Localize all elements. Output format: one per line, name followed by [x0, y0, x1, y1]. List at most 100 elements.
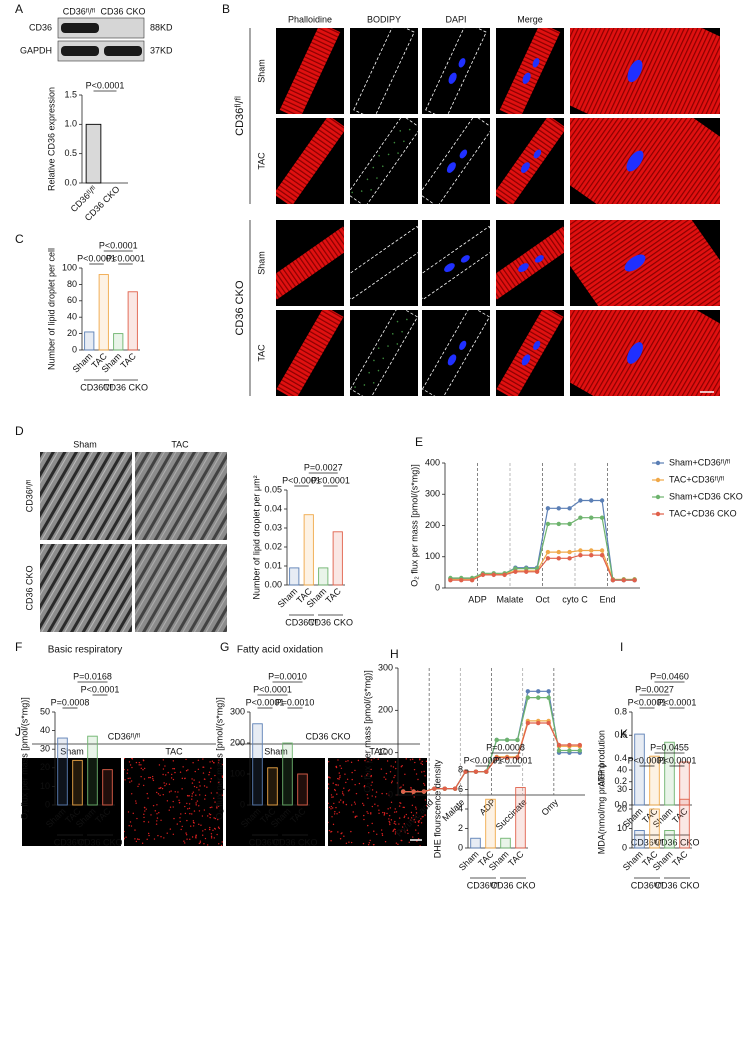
dhe-dot [330, 840, 332, 842]
bar [664, 741, 675, 806]
dhe-dot [345, 842, 348, 844]
dhe-dot [130, 793, 133, 795]
dhe-dot [191, 795, 193, 797]
dhe-dot [370, 775, 372, 778]
point [480, 572, 486, 578]
em-texture [135, 544, 227, 632]
y-tick-label: 0 [458, 842, 463, 852]
dhe-dot [179, 820, 181, 823]
dhe-dot [389, 822, 391, 824]
dhe-dot [194, 770, 196, 773]
dhe-dot [191, 798, 193, 800]
dhe-dot [328, 760, 330, 763]
dhe-dot [140, 767, 143, 769]
dhe-dot [138, 783, 140, 785]
point [504, 755, 510, 760]
dhe-dot [394, 774, 396, 777]
y-tick-label: 20 [617, 803, 627, 813]
y-tick-label: 400 [425, 457, 440, 467]
dhe-dot [198, 842, 201, 845]
dhe-dot [184, 842, 186, 844]
dhe-dot [124, 779, 126, 781]
dhe-dot [388, 818, 390, 820]
point [411, 789, 416, 794]
point [632, 577, 637, 583]
dhe-dot [394, 833, 397, 835]
dhe-dot [193, 779, 195, 781]
lane-label: CD36ᶠˡ/ᶠˡ [63, 6, 95, 16]
dhe-dot [401, 826, 404, 828]
dhe-dot [209, 816, 211, 819]
dhe-dot [386, 760, 389, 762]
point [589, 552, 594, 558]
y-tick-label: 30 [40, 744, 50, 754]
dhe-dot [406, 829, 409, 831]
point [502, 572, 507, 578]
dhe-dot [178, 799, 180, 801]
lipid-dot [368, 371, 370, 374]
point [556, 748, 562, 753]
p-value: P<0.0001 [658, 755, 697, 765]
dhe-dot [409, 759, 412, 761]
dhe-dot [148, 776, 150, 779]
dhe-dot [146, 838, 148, 841]
legend-label: TAC+CD36 CKO [669, 508, 737, 518]
dhe-dot [384, 840, 387, 843]
dhe-dot [203, 809, 206, 811]
point [556, 549, 561, 555]
micrograph [350, 310, 418, 396]
dhe-dot [414, 806, 417, 808]
dhe-dot [170, 777, 173, 779]
bar [127, 291, 138, 351]
p-value: P<0.0001 [282, 475, 321, 485]
p-value: P=0.0010 [268, 671, 307, 681]
bar [297, 773, 308, 806]
lipid-dot [396, 343, 399, 345]
dhe-dot [195, 835, 197, 837]
panel-label: D [15, 424, 24, 438]
dhe-dot [405, 813, 408, 816]
dhe-dot [363, 818, 365, 821]
dhe-dot [131, 758, 134, 760]
micrograph [422, 310, 490, 396]
dhe-dot [137, 785, 139, 788]
dhe-dot [221, 775, 223, 777]
dhe-dot [367, 797, 369, 799]
tile-bg [350, 28, 418, 114]
dhe-dot [400, 786, 402, 788]
cell-outline [422, 310, 490, 396]
dhe-dot [186, 838, 188, 840]
dhe-dot [421, 760, 423, 763]
point [589, 515, 594, 520]
legend-label: Sham+CD36 CKO [669, 491, 743, 501]
dhe-dot [124, 837, 125, 840]
y-tick-label: 300 [230, 706, 245, 716]
dhe-dot [372, 844, 375, 846]
bar [634, 830, 645, 849]
dhe-dot [337, 784, 339, 786]
dhe-dot [155, 823, 158, 825]
dhe-dot [407, 817, 410, 819]
dhe-dot [330, 805, 333, 808]
panel-label: B [222, 2, 230, 16]
cell [496, 118, 564, 204]
dhe-image [328, 758, 427, 846]
dhe-dot [370, 812, 372, 814]
y-tick-label: 0 [622, 842, 627, 852]
lipid-dot [378, 154, 380, 157]
blot-size: 37KD [150, 45, 173, 55]
dhe-dot [192, 825, 195, 827]
bar [252, 723, 263, 806]
dhe-dot [371, 805, 374, 808]
column-header: BODIPY [367, 14, 401, 24]
tile-bg [422, 310, 490, 396]
dhe-dot [347, 760, 349, 762]
p-value: P=0.0027 [304, 462, 343, 472]
y-tick-label: 0.6 [614, 730, 627, 740]
dhe-dot [403, 806, 405, 809]
dhe-dot [188, 807, 191, 810]
lane-label: CD36 CKO [100, 6, 145, 16]
dhe-dot [398, 805, 401, 807]
y-tick-label: 0.01 [264, 560, 282, 570]
dhe-dot [423, 770, 425, 773]
